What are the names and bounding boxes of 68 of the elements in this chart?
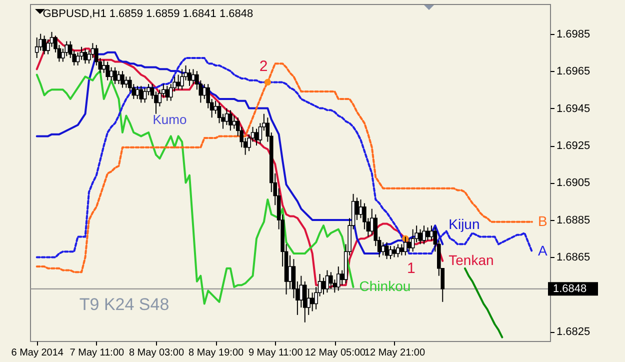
annotation: T9 K24 S48 <box>79 294 170 314</box>
candlestick <box>388 246 392 260</box>
candlestick <box>306 288 311 316</box>
candlestick <box>180 68 184 90</box>
candlestick <box>42 35 46 55</box>
candlestick <box>410 228 415 252</box>
candlestick <box>381 242 385 256</box>
x-tick-label: 12 May 05:00 <box>304 348 366 358</box>
x-tick-label: 9 May 11:00 <box>248 348 304 358</box>
candlestick <box>407 238 412 252</box>
candlestick <box>228 110 232 132</box>
candlestick <box>188 68 192 86</box>
candlestick <box>325 270 330 294</box>
x-tick-label: 8 May 19:00 <box>188 348 244 358</box>
annotation: 1 <box>407 260 416 277</box>
annotation: 2 <box>259 58 268 76</box>
candlestick <box>322 277 326 295</box>
candlestick <box>83 48 88 64</box>
candlestick <box>392 246 396 258</box>
candlestick <box>329 272 333 290</box>
y-tick-label: 1.6925 <box>556 140 590 152</box>
candlestick <box>232 115 236 130</box>
y-tick-label: 1.6945 <box>556 102 590 115</box>
annotation: Kumo <box>152 112 187 127</box>
candlestick <box>422 225 426 245</box>
candlestick <box>176 74 180 90</box>
candlestick <box>358 198 363 219</box>
y-tick-label: 1.6985 <box>556 28 590 40</box>
candlestick <box>102 59 106 74</box>
chart-title: GBPUSD,H1 1.6859 1.6859 1.6841 1.6848 <box>42 8 254 20</box>
candlestick <box>214 100 218 114</box>
x-tick-label: 12 May 21:00 <box>364 348 426 358</box>
candlestick <box>224 108 229 126</box>
y-tick-label: 1.6965 <box>556 66 590 78</box>
candlestick <box>288 254 292 290</box>
candlestick <box>135 85 140 100</box>
candlestick <box>426 226 430 241</box>
candlestick <box>34 37 39 58</box>
series-label: Tenkan <box>448 252 494 268</box>
candlestick <box>202 84 206 100</box>
candlestick <box>109 66 114 81</box>
series-label: Chinkou <box>359 278 411 294</box>
candlestick <box>384 242 389 260</box>
series-label: B <box>538 212 548 229</box>
y-tick-label: 1.6885 <box>556 214 590 226</box>
candlestick <box>254 128 258 146</box>
x-tick-label: 6 May 2014 <box>11 348 64 358</box>
candlestick <box>396 244 400 258</box>
candlestick <box>106 61 110 81</box>
y-tick-label: 1.6905 <box>556 177 590 190</box>
candlestick <box>165 85 170 102</box>
y-tick-label: 1.6865 <box>556 252 590 264</box>
candlestick <box>430 225 434 241</box>
line-series <box>464 267 504 338</box>
x-tick-label: 7 May 11:00 <box>70 348 125 358</box>
candlestick <box>139 85 143 104</box>
candlestick <box>124 76 128 88</box>
candlestick <box>113 66 117 85</box>
series-label: A <box>538 242 548 259</box>
y-tick-label: 1.6825 <box>556 326 590 338</box>
series-label: Kijun <box>448 216 480 232</box>
candlestick <box>142 87 147 104</box>
candlestick <box>400 244 404 256</box>
candlestick <box>120 70 124 88</box>
ref-line-label: 1.6848 <box>553 282 587 295</box>
candlestick <box>418 228 422 245</box>
x-tick-label: 8 May 03:00 <box>128 348 184 358</box>
candlestick <box>336 266 340 292</box>
